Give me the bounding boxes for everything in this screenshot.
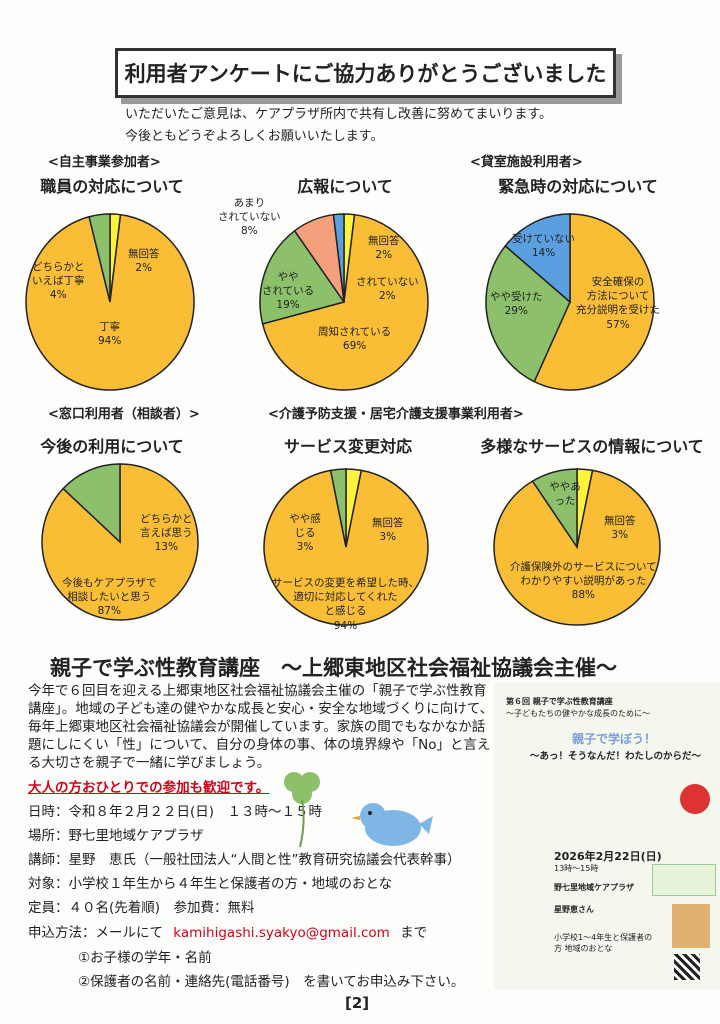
slice-label: されていない 2%: [356, 276, 419, 303]
pie-chart-service-change: [263, 468, 429, 626]
pie-slice: [533, 213, 655, 391]
slice-label-text: ややあった: [549, 481, 581, 508]
flyer-time: 13時～15時: [554, 864, 599, 873]
section-label: <介護予防支援・居宅介護支援事業利用者>: [268, 407, 524, 422]
intro-line: 今後ともどうぞよろしくお願いいたします。: [125, 129, 384, 144]
flyer-title: 親子で学ぼう！: [572, 732, 657, 746]
intro-line: いただいたご意見は、ケアプラザ所内で共有し改善に努めてまいります。: [125, 107, 553, 122]
pie-slice: [41, 463, 199, 621]
pie-chart-future: [41, 463, 199, 621]
event-lecturer: 講師：星野 恵氏（一般社団法人“人間と性”教育研究協議会代表幹事）: [28, 852, 461, 868]
apply-item: ①お子様の学年・名前: [78, 950, 212, 966]
lecturer-photo: [672, 904, 710, 948]
seminar-flyer: 第６回 親子で学ぶ性教育講座 ～子どもたちの健やかな成長のために～ 親子で学ぼう…: [494, 682, 720, 990]
apply-item: ②保護者の名前・連絡先(電話番号) を書いてお申込み下さい。: [78, 974, 465, 990]
chart-title: 今後の利用について: [40, 437, 184, 456]
clover-illustration: [284, 772, 320, 848]
slice-label: 無回答 3%: [604, 515, 636, 542]
pie-slice: [332, 213, 345, 303]
event-capacity: 定員：４０名(先着順) 参加費：無料: [28, 900, 255, 916]
slice-label: 受けていない 14%: [512, 233, 575, 260]
chart-title: サービス変更対応: [283, 437, 412, 456]
flyer-heading: 第６回 親子で学ぶ性教育講座: [506, 697, 613, 706]
slice-label: どちらかと いえば丁寧 4%: [32, 261, 85, 302]
chart-title: 職員の対応について: [40, 177, 184, 196]
slice-label: サービスの変更を希望した時、 適切に対応してくれた と感じる 94%: [272, 577, 419, 632]
slice-label-text: やや感じる: [289, 513, 321, 540]
slice-label: 周知されている 69%: [318, 326, 392, 353]
pie-slice: [25, 213, 195, 391]
slice-label: あまり されていない 8%: [218, 197, 281, 238]
apply-method: 申込方法：メールにて kamihigashi.syakyo@gmail.com …: [28, 921, 427, 941]
chart-title: 多様なサービスの情報について: [480, 437, 704, 456]
chart-title: 広報について: [297, 177, 393, 196]
section-label: <窓口利用者（相談者）>: [48, 407, 200, 422]
slice-label: 丁寧 94%: [98, 321, 122, 348]
event-target: 対象：小学校１年生から４年生と保護者の方・地域のおとな: [28, 876, 393, 892]
event-date: 日時：令和８年２月２２日(日) １３時～１５時: [28, 804, 323, 820]
apply-suffix: まで: [400, 925, 428, 941]
pie-chart-service-info: [493, 468, 661, 626]
pie-slice: [88, 213, 111, 303]
pie-slice: [259, 229, 346, 325]
flyer-title2: ～あっ！そうなんだ！わたしのからだ～: [530, 751, 702, 762]
pie-slice: [329, 468, 347, 548]
slice-label: 無回答 2%: [368, 235, 400, 262]
email-link[interactable]: kamihigashi.syakyo@gmail.com: [173, 925, 390, 941]
slice-label: どちらかと 言えば思う 13%: [140, 513, 193, 554]
flyer-schedule: [652, 864, 716, 896]
slice-label: やや されている 19%: [262, 271, 315, 312]
flyer-lecturer: 星野恵さん: [554, 905, 594, 914]
pie-slice: [504, 213, 571, 304]
pie-slice: [263, 469, 429, 626]
slice-label: やや感じる 3%: [289, 513, 321, 554]
pie-chart-staff: [25, 213, 195, 391]
qr-code[interactable]: [674, 954, 700, 980]
page-title: 利用者アンケートにご協力ありがとうございました: [115, 48, 616, 98]
slice-label: 無回答 2%: [128, 248, 160, 275]
seminar-description: 今年で６回目を迎える上郷東地区社会福祉協議会主催の「親子で学ぶ性教育講座」。地域…: [28, 683, 494, 771]
flyer-subheading: ～子どもたちの健やかな成長のために～: [506, 709, 650, 718]
slice-label: 今後もケアプラザで 相談したいと思う 87%: [62, 577, 157, 618]
seminar-title: 親子で学ぶ性教育講座 ～上郷東地区社会福祉協議会主催～: [50, 656, 617, 680]
apply-prefix: 申込方法：メールにて: [28, 925, 163, 941]
chart-title: 緊急時の対応について: [498, 177, 658, 196]
slice-label: ややあった: [548, 480, 582, 508]
pie-slice: [485, 244, 571, 383]
slice-label: やや受けた 29%: [490, 291, 543, 318]
pie-slice: [531, 468, 578, 550]
section-label: <貸室施設利用者>: [470, 155, 583, 170]
bird-illustration: [351, 803, 433, 846]
flyer-place: 野七里地域ケアプラザ: [554, 883, 634, 892]
pie-chart-pr: [259, 213, 429, 391]
page-number: [2]: [345, 994, 370, 1012]
pie-chart-emergency: [485, 213, 655, 391]
section-label: <自主事業参加者>: [48, 155, 161, 170]
flyer-logo: [680, 784, 710, 814]
flyer-target: 小学校1～4年生と保護者の方 地域のおとな: [554, 933, 653, 953]
flyer-date: 2026年2月22日(日): [554, 850, 662, 863]
slice-label: 無回答 3%: [372, 517, 404, 544]
pie-slice: [62, 463, 121, 544]
slice-label: 安全確保の 方法について 充分説明を受けた 57%: [576, 276, 660, 331]
event-place: 場所：野七里地域ケアプラザ: [28, 828, 204, 844]
slice-label: 介護保険外のサービスについて わかりやすい説明があった 88%: [510, 561, 657, 602]
welcome-note: 大人の方おひとりでの参加も歓迎です。: [28, 780, 270, 796]
pie-slice: [261, 213, 429, 391]
